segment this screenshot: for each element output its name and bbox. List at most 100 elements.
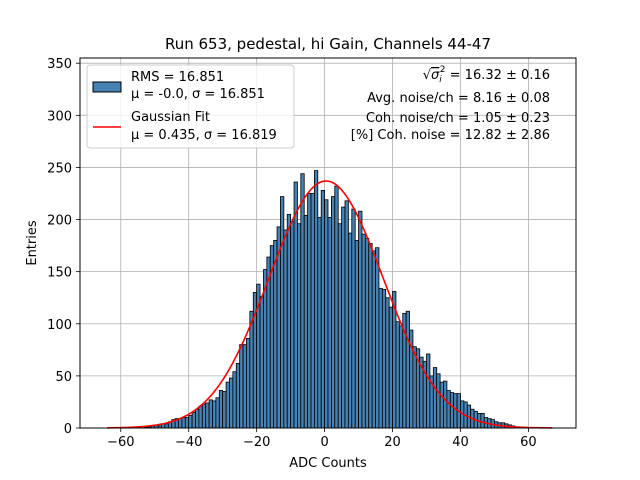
legend-label-fit-stats: μ = 0.435, σ = 16.819	[131, 128, 277, 143]
y-tick-label: 250	[47, 161, 72, 176]
histogram-bar	[303, 214, 309, 429]
annotation-coh-noise-percent: [%] Coh. noise = 12.82 ± 2.86	[351, 128, 550, 143]
histogram-bar	[184, 417, 190, 429]
histogram-bar	[412, 346, 417, 429]
histogram-bar	[324, 199, 329, 429]
histogram-bar	[178, 418, 183, 429]
x-tick-label: −60	[107, 435, 134, 450]
histogram-bar	[385, 297, 390, 429]
histogram-bar	[259, 296, 264, 429]
x-tick-label: −20	[243, 435, 270, 450]
histogram-bar	[368, 243, 373, 429]
histogram-bar	[317, 217, 322, 429]
histogram-bar	[388, 306, 393, 429]
y-tick-label: 150	[47, 266, 72, 281]
legend-box	[86, 64, 295, 149]
x-tick-label: 20	[384, 435, 401, 450]
histogram-bar	[208, 399, 213, 429]
histogram-bar	[273, 239, 278, 429]
histogram-bar	[358, 210, 363, 429]
histogram-bar	[181, 417, 186, 429]
histogram-bar	[215, 397, 220, 429]
histogram-bar	[330, 196, 336, 429]
histogram-bar	[222, 391, 227, 429]
histogram-bar	[286, 213, 292, 429]
y-tick-label: 300	[47, 109, 72, 124]
histogram-bar	[188, 415, 193, 429]
histogram-bar	[327, 217, 332, 429]
legend: RMS = 16.851 μ = -0.0, σ = 16.851 Gaussi…	[86, 64, 295, 149]
histogram-bar	[432, 367, 438, 429]
histogram-bar	[212, 400, 217, 429]
legend-label-fit: Gaussian Fit	[131, 110, 210, 125]
annotation-sigma-sum: √σi2 = 16.32 ± 0.16	[423, 65, 550, 85]
histogram-bar	[198, 405, 203, 429]
histogram-bar	[280, 196, 285, 429]
y-tick-label: 100	[47, 318, 72, 333]
histogram-bar	[395, 321, 400, 429]
histogram-bar	[320, 189, 326, 429]
histogram-bar	[229, 377, 234, 429]
histogram-bar	[300, 173, 305, 429]
y-axis-ticks: 0 50 100 150 200 250 300 350	[47, 57, 80, 437]
histogram-bar	[378, 287, 383, 429]
histogram-bar	[344, 200, 349, 429]
plot-frame	[79, 57, 577, 429]
histogram-bar	[239, 344, 244, 429]
annotation-coh-noise: Coh. noise/ch = 1.05 ± 0.23	[366, 111, 550, 126]
histogram-bar	[446, 390, 451, 429]
histogram-bar	[235, 362, 241, 429]
x-tick-label: −40	[175, 435, 202, 450]
histogram-bar	[398, 325, 404, 429]
histogram-bar	[310, 193, 315, 429]
histogram-bar	[371, 250, 376, 429]
histogram-bar	[341, 206, 346, 429]
histogram-bar	[293, 181, 298, 429]
y-axis-label: Entries	[25, 220, 40, 266]
histogram-bar	[249, 310, 254, 429]
y-tick-label: 50	[55, 370, 72, 385]
histogram-bar	[364, 237, 370, 429]
x-tick-label: 40	[452, 435, 469, 450]
x-tick-label: 0	[320, 435, 328, 450]
histogram-bar	[225, 381, 230, 429]
histogram-bar	[347, 232, 353, 429]
histogram-bar	[191, 411, 196, 429]
chart-title: Run 653, pedestal, hi Gain, Channels 44-…	[165, 35, 491, 53]
x-tick-label: 60	[520, 435, 537, 450]
noise-annotations: √σi2 = 16.32 ± 0.16 Avg. noise/ch = 8.16…	[351, 65, 550, 143]
histogram-bar	[392, 291, 397, 429]
gaussian-fit-curve	[107, 180, 553, 429]
histogram-bar	[453, 393, 458, 429]
histogram-bar	[290, 221, 295, 429]
histogram-bar	[232, 371, 237, 429]
histogram-bar	[375, 247, 380, 429]
y-tick-label: 0	[64, 422, 72, 437]
histogram-bar	[334, 185, 339, 429]
histogram-bar	[449, 392, 455, 429]
histogram-bar	[381, 288, 387, 429]
annotation-avg-noise: Avg. noise/ch = 8.16 ± 0.08	[367, 91, 550, 106]
histogram-bar	[426, 353, 431, 429]
y-tick-label: 200	[47, 214, 72, 229]
legend-swatch-histogram	[92, 81, 122, 93]
x-axis-ticks: −60 −40 −20 0 20 40 60	[107, 428, 537, 450]
histogram-bar	[307, 193, 312, 429]
y-tick-label: 350	[47, 57, 72, 72]
histogram-bar	[201, 403, 207, 429]
histogram-bar	[242, 344, 247, 429]
histogram-bar	[314, 170, 319, 429]
histogram-bar	[351, 208, 356, 429]
histogram-bar	[439, 381, 444, 429]
x-axis-label: ADC Counts	[289, 456, 367, 471]
histogram-bar	[354, 239, 359, 429]
histogram-bar	[283, 229, 288, 429]
histogram-bar	[218, 390, 224, 429]
histogram-bar	[246, 337, 251, 429]
histogram-bar	[164, 423, 169, 429]
histogram-bar	[443, 380, 448, 429]
histogram-bar	[480, 413, 485, 429]
histogram-bar	[195, 408, 200, 429]
legend-label-histogram: RMS = 16.851	[131, 70, 224, 85]
legend-label-histogram-stats: μ = -0.0, σ = 16.851	[131, 87, 265, 102]
